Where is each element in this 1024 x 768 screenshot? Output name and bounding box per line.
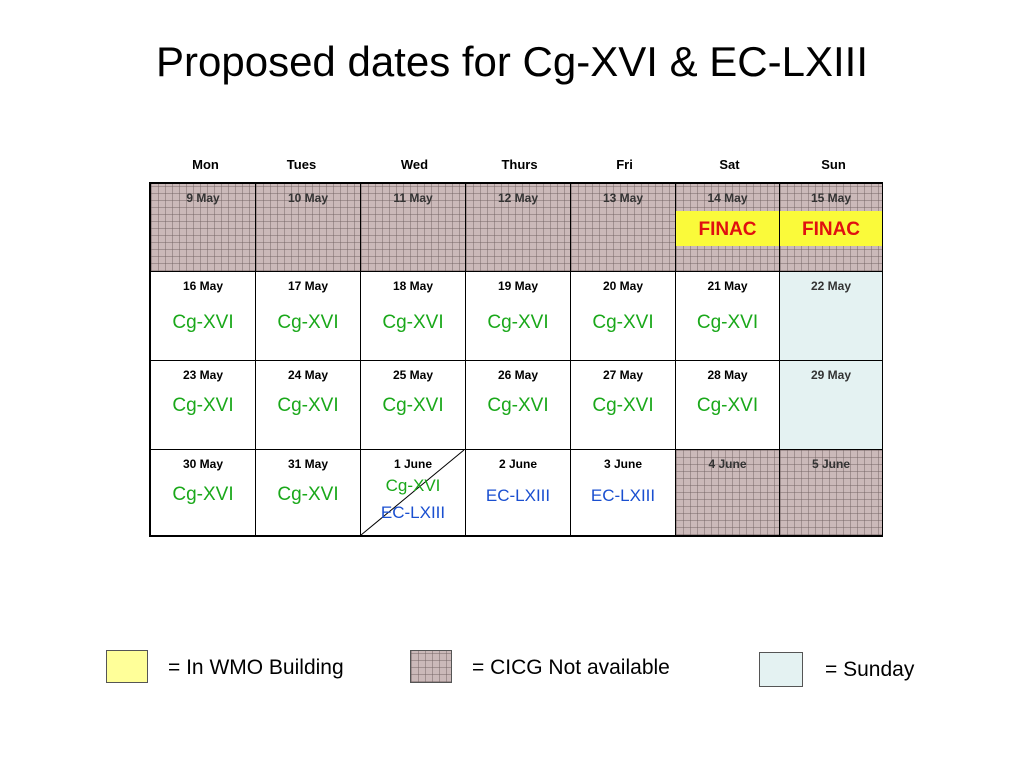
day-header-sat: Sat <box>719 157 740 172</box>
calendar-cell: 14 May FINAC <box>676 184 780 272</box>
ec-lxiii-event: EC-LXIII <box>380 503 446 522</box>
cell-date: 17 May <box>287 279 329 293</box>
cg-xvi-event: Cg-XVI <box>172 484 234 505</box>
finac-event: FINAC <box>698 219 757 240</box>
cg-xvi-event: Cg-XVI <box>696 395 759 416</box>
calendar-cell: 13 May <box>571 184 676 272</box>
calendar-cell: 19 May Cg-XVI <box>466 272 571 361</box>
transition-diagonal-line <box>361 450 465 535</box>
legend-label-cicg-unavailable: = CICG Not available <box>472 656 670 679</box>
day-header-wed: Wed <box>400 157 429 172</box>
calendar-cell: 9 May <box>151 184 256 272</box>
cell-date: 16 May <box>182 279 224 293</box>
cell-date: 14 May <box>707 191 748 205</box>
ec-lxiii-event: EC-LXIII <box>485 486 551 505</box>
cg-xvi-event: Cg-XVI <box>592 312 654 333</box>
calendar-cell: 11 May <box>361 184 466 272</box>
calendar-cell: 30 May Cg-XVI <box>151 450 256 535</box>
cell-date: 22 May <box>810 279 852 293</box>
page-title: Proposed dates for Cg-XVI & EC-LXIII <box>156 38 868 85</box>
calendar-cell: 17 May Cg-XVI <box>256 272 361 361</box>
calendar-cell: 2 June EC-LXIII <box>466 450 571 535</box>
cell-date: 28 May <box>707 368 748 382</box>
calendar-cell: 15 May FINAC <box>780 184 882 272</box>
cg-xvi-event: Cg-XVI <box>277 312 339 333</box>
calendar-cell: 26 May Cg-XVI <box>466 361 571 450</box>
cell-date: 26 May <box>497 368 539 382</box>
calendar-cell: 1 June Cg-XVI EC-LXIII <box>361 450 466 535</box>
legend-label-wmo-building: = In WMO Building <box>168 656 344 679</box>
legend-swatch-wmo-building <box>106 650 148 683</box>
day-header-mon: Mon <box>192 157 219 172</box>
calendar-cell: 10 May <box>256 184 361 272</box>
cg-xvi-event: Cg-XVI <box>487 312 549 333</box>
cg-xvi-event: Cg-XVI <box>385 476 441 495</box>
calendar-cell: 31 May Cg-XVI <box>256 450 361 535</box>
cell-date: 5 June <box>811 457 850 471</box>
cell-date: 21 May <box>707 279 748 293</box>
cell-date: 27 May <box>602 368 644 382</box>
wmo-building-highlight <box>780 211 882 246</box>
calendar-cell: 24 May Cg-XVI <box>256 361 361 450</box>
cell-date: 31 May <box>287 457 329 471</box>
cell-date: 24 May <box>287 368 329 382</box>
cg-xvi-event: Cg-XVI <box>487 395 549 416</box>
cell-date: 23 May <box>182 368 224 382</box>
cell-date: 3 June <box>603 457 642 471</box>
cell-date: 29 May <box>810 368 852 382</box>
cg-xvi-event: Cg-XVI <box>696 312 759 333</box>
cell-date: 9 May <box>186 191 220 205</box>
day-header-thurs: Thurs <box>501 157 538 172</box>
legend-swatch-sunday <box>759 652 803 687</box>
cell-date: 15 May <box>810 191 852 205</box>
cell-date: 1 June <box>393 457 432 471</box>
day-header-tues: Tues <box>286 157 317 172</box>
cell-date: 4 June <box>708 457 747 471</box>
cg-xvi-event: Cg-XVI <box>382 395 444 416</box>
cell-date: 18 May <box>392 279 434 293</box>
calendar-cell: 12 May <box>466 184 571 272</box>
calendar-cell: 16 May Cg-XVI <box>151 272 256 361</box>
cell-date: 30 May <box>182 457 224 471</box>
cell-date: 13 May <box>602 191 644 205</box>
cg-xvi-event: Cg-XVI <box>172 312 234 333</box>
legend-label-sunday: = Sunday <box>825 658 915 681</box>
calendar-cell: 22 May <box>780 272 882 361</box>
calendar-cell: 23 May Cg-XVI <box>151 361 256 450</box>
calendar-cell: 18 May Cg-XVI <box>361 272 466 361</box>
cell-date: 10 May <box>287 191 329 205</box>
cg-xvi-event: Cg-XVI <box>277 484 339 505</box>
legend-swatch-cicg-unavailable <box>410 650 452 683</box>
ec-lxiii-event: EC-LXIII <box>590 486 656 505</box>
day-header-fri: Fri <box>616 157 633 172</box>
cell-date: 19 May <box>497 279 539 293</box>
calendar-cell: 27 May Cg-XVI <box>571 361 676 450</box>
cell-date: 20 May <box>602 279 644 293</box>
cg-xvi-event: Cg-XVI <box>172 395 234 416</box>
cell-date: 2 June <box>498 457 537 471</box>
finac-event: FINAC <box>801 219 861 240</box>
cell-date: 25 May <box>392 368 434 382</box>
cg-xvi-event: Cg-XVI <box>592 395 654 416</box>
calendar-cell: 29 May <box>780 361 882 450</box>
calendar-cell: 21 May Cg-XVI <box>676 272 780 361</box>
calendar-cell: 3 June EC-LXIII <box>571 450 676 535</box>
calendar-cell: 20 May Cg-XVI <box>571 272 676 361</box>
calendar-grid: 9 May 10 May 11 May 12 May 13 May 14 May… <box>149 182 883 537</box>
calendar-cell: 5 June <box>780 450 882 535</box>
calendar-cell: 28 May Cg-XVI <box>676 361 780 450</box>
cell-date: 11 May <box>393 191 433 205</box>
calendar-cell: 4 June <box>676 450 780 535</box>
calendar-cell: 25 May Cg-XVI <box>361 361 466 450</box>
wmo-building-highlight <box>676 211 779 246</box>
cg-xvi-event: Cg-XVI <box>277 395 339 416</box>
day-header-sun: Sun <box>821 157 846 172</box>
cell-date: 12 May <box>497 191 539 205</box>
cg-xvi-event: Cg-XVI <box>382 312 444 333</box>
